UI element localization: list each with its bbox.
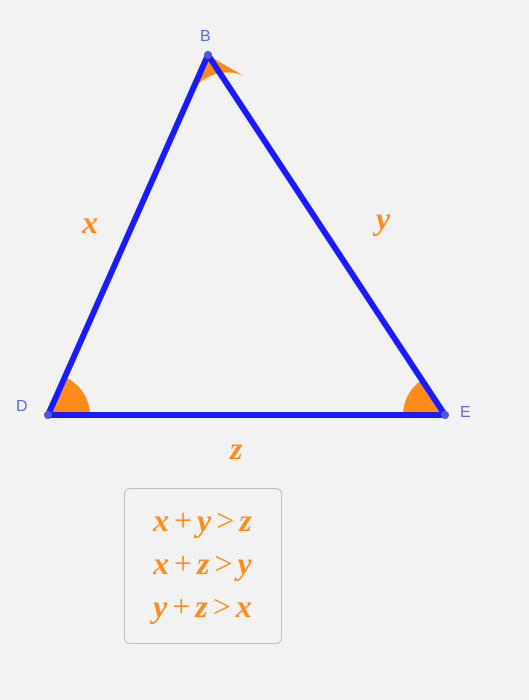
plus-icon: +	[168, 588, 195, 624]
side-label-y: y	[376, 200, 390, 237]
ineq2-c: y	[238, 545, 253, 581]
ineq3-c: x	[236, 588, 253, 624]
vertex-label-D: D	[16, 398, 28, 416]
ineq2-a: x	[153, 545, 170, 581]
vertex-label-B: B	[200, 28, 211, 46]
ineq1-a: x	[153, 502, 170, 538]
gt-icon: >	[211, 545, 238, 581]
vertex-E-dot	[441, 411, 449, 419]
inequality-line-1: x+y>z	[153, 499, 253, 542]
vertex-B-dot	[204, 51, 212, 59]
ineq1-c: z	[239, 502, 252, 538]
edge-BD	[48, 55, 208, 415]
plus-icon: +	[170, 502, 197, 538]
ineq1-b: y	[197, 502, 212, 538]
ineq2-b: z	[197, 545, 210, 581]
inequality-line-3: y+z>x	[153, 585, 253, 628]
vertex-D-dot	[44, 411, 52, 419]
gt-icon: >	[209, 588, 236, 624]
side-label-z: z	[230, 430, 242, 467]
edge-BE	[208, 55, 445, 415]
triangle-svg	[0, 0, 529, 520]
inequality-line-2: x+z>y	[153, 542, 253, 585]
ineq3-a: y	[153, 588, 168, 624]
side-label-x: x	[82, 204, 98, 241]
plus-icon: +	[170, 545, 197, 581]
vertex-label-E: E	[460, 404, 471, 422]
inequality-box: x+y>z x+z>y y+z>x	[124, 488, 282, 644]
gt-icon: >	[212, 502, 239, 538]
diagram-stage: B D E x y z x+y>z x+z>y y+z>x	[0, 0, 529, 700]
ineq3-b: z	[195, 588, 208, 624]
